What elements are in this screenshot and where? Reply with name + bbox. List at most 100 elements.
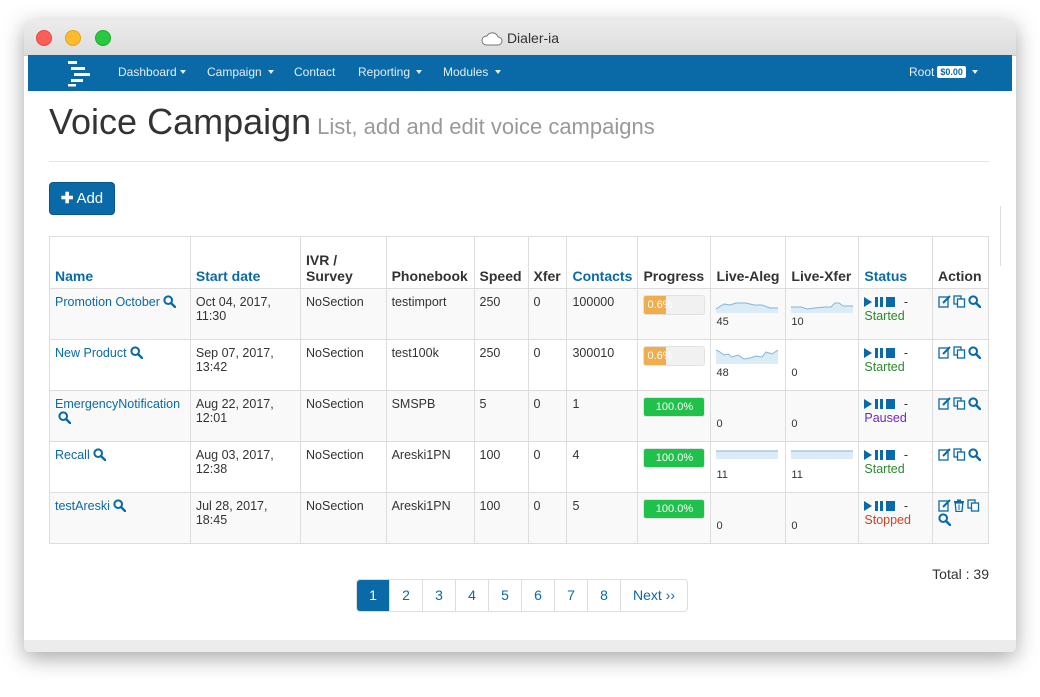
cell-name: New Product	[49, 339, 191, 391]
campaign-name-link[interactable]: EmergencyNotification	[55, 397, 181, 411]
live-aleg-value: 0	[716, 418, 723, 430]
cloud-icon	[481, 32, 503, 46]
cell-ivr: NoSection	[300, 441, 387, 493]
campaign-name-link[interactable]: Recall	[55, 448, 90, 462]
cell-ivr: NoSection	[300, 390, 387, 442]
copy-icon[interactable]	[953, 295, 966, 308]
cell-ivr: NoSection	[300, 339, 387, 391]
progress-bar: 100.0%	[643, 448, 706, 468]
col-status[interactable]: Status	[858, 236, 933, 289]
search-icon[interactable]	[93, 448, 106, 461]
search-icon[interactable]	[129, 346, 143, 359]
cell-start-date: Oct 04, 2017, 11:30	[189, 288, 302, 340]
search-icon[interactable]	[58, 411, 71, 424]
page-2-button[interactable]: 2	[390, 580, 423, 611]
caret-down-icon	[494, 70, 501, 74]
cell-live-aleg: 45	[710, 288, 787, 340]
live-xfer-value: 0	[791, 418, 798, 430]
copy-icon[interactable]	[967, 499, 980, 512]
page-3-button[interactable]: 3	[423, 580, 456, 611]
copy-icon[interactable]	[953, 397, 966, 410]
search-icon[interactable]	[968, 346, 981, 359]
edit-icon[interactable]	[938, 448, 951, 461]
cell-actions	[931, 390, 990, 442]
copy-icon[interactable]	[953, 448, 966, 461]
cell-status: - Stopped	[858, 492, 933, 544]
playback-controls-icon[interactable]	[864, 450, 900, 460]
cell-progress: 100.0%	[637, 390, 712, 442]
page-8-button[interactable]: 8	[588, 580, 621, 611]
cell-xfer: 0	[527, 441, 568, 493]
progress-fill	[644, 449, 705, 467]
status-controls: -	[864, 499, 927, 513]
col-action: Action	[931, 236, 990, 289]
nav-user-menu[interactable]: Root $0.00	[909, 65, 979, 79]
close-window-button[interactable]	[36, 30, 52, 46]
playback-controls-icon[interactable]	[864, 501, 900, 511]
search-icon[interactable]	[113, 499, 126, 512]
campaign-name-link[interactable]: New Product	[55, 346, 127, 360]
sparkline-chart	[716, 450, 779, 459]
progress-label: 100.0%	[655, 503, 694, 515]
cell-speed: 250	[473, 288, 529, 340]
col-contacts[interactable]: Contacts	[566, 236, 639, 289]
total-count: Total : 39	[932, 566, 989, 582]
campaign-name-link[interactable]: Promotion October	[55, 295, 160, 309]
page-title: Voice Campaign List, add and edit voice c…	[49, 101, 655, 143]
live-xfer-value: 10	[791, 316, 804, 328]
cell-live-xfer: 0	[785, 390, 860, 442]
minimize-window-button[interactable]	[65, 30, 81, 46]
delete-icon[interactable]	[953, 499, 965, 512]
page-5-button[interactable]: 5	[489, 580, 522, 611]
edit-icon[interactable]	[938, 397, 951, 410]
copy-icon[interactable]	[953, 346, 966, 359]
nav-contact[interactable]: Contact	[294, 65, 336, 79]
campaign-name-link[interactable]: testAreski	[55, 499, 110, 513]
progress-label: 100.0%	[655, 401, 694, 413]
edit-icon[interactable]	[938, 346, 951, 359]
cell-live-aleg: 0	[710, 390, 787, 442]
nav-dashboard[interactable]: Dashboard	[118, 65, 186, 79]
cell-live-xfer: 0	[785, 492, 860, 544]
status-text: Paused	[864, 411, 907, 425]
maximize-window-button[interactable]	[95, 30, 111, 46]
live-xfer-value: 0	[791, 520, 798, 532]
page-4-button[interactable]: 4	[456, 580, 489, 611]
cell-start-date: Aug 03, 2017, 12:38	[189, 441, 302, 493]
page-6-button[interactable]: 6	[522, 580, 555, 611]
cell-status: - Started	[858, 339, 933, 391]
search-icon[interactable]	[968, 448, 981, 461]
edit-icon[interactable]	[938, 295, 951, 308]
playback-controls-icon[interactable]	[864, 399, 900, 409]
search-icon[interactable]	[938, 513, 951, 526]
search-icon[interactable]	[163, 295, 176, 308]
logo-icon	[68, 61, 90, 87]
playback-controls-icon[interactable]	[864, 348, 900, 358]
nav-modules[interactable]: Modules	[443, 65, 501, 79]
playback-controls-icon[interactable]	[864, 297, 900, 307]
col-start-date[interactable]: Start date	[189, 236, 302, 289]
page-1-button[interactable]: 1	[357, 580, 390, 611]
page-7-button[interactable]: 7	[555, 580, 588, 611]
search-icon[interactable]	[968, 295, 981, 308]
live-aleg-value: 11	[716, 469, 728, 481]
col-name[interactable]: Name	[49, 236, 191, 289]
progress-bar: 0.6%	[643, 346, 706, 366]
status-controls: -	[864, 448, 927, 462]
caret-down-icon	[416, 70, 423, 74]
status-controls: -	[864, 397, 927, 411]
edit-icon[interactable]	[938, 499, 951, 512]
sparkline-chart	[716, 349, 779, 364]
search-icon[interactable]	[968, 397, 981, 410]
add-campaign-button[interactable]: ✚ Add	[49, 182, 115, 215]
table-row: testAreski Jul 28, 2017, 18:45 NoSection…	[49, 492, 990, 544]
col-xfer: Xfer	[527, 236, 568, 289]
live-xfer-value: 11	[791, 469, 803, 481]
caret-down-icon	[179, 70, 186, 74]
cell-progress: 100.0%	[637, 492, 712, 544]
campaign-table: Name Start date IVR / Survey Phonebook S…	[49, 236, 990, 544]
nav-reporting[interactable]: Reporting	[358, 65, 423, 79]
next-page-button[interactable]: Next ››	[621, 580, 687, 611]
nav-campaign[interactable]: Campaign	[207, 65, 275, 79]
cell-start-date: Sep 07, 2017, 13:42	[189, 339, 302, 391]
